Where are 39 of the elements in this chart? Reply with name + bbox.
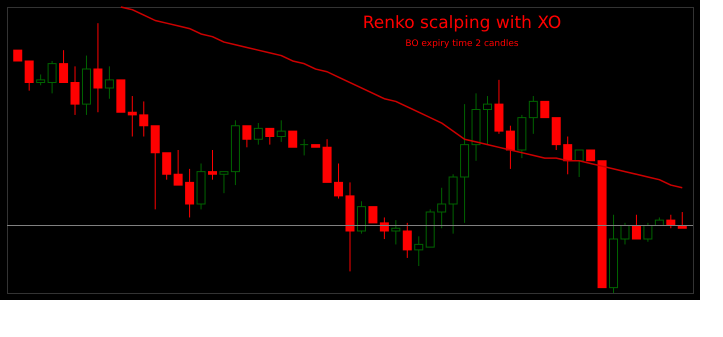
- candlestick: [59, 50, 68, 84]
- candlestick: [620, 222, 630, 245]
- candlestick: [632, 214, 641, 240]
- candlestick: [70, 66, 80, 116]
- chart-title: Renko scalping with XO: [362, 13, 562, 33]
- candlestick: [482, 96, 492, 146]
- candlestick: [574, 150, 584, 178]
- candlestick: [93, 22, 102, 113]
- candlestick: [586, 150, 596, 162]
- candlestick: [334, 162, 344, 200]
- candlestick: [185, 168, 194, 218]
- candlestick: [13, 50, 22, 62]
- candlestick: [48, 60, 57, 94]
- candlestick: [540, 100, 550, 118]
- candlestick: [528, 96, 538, 134]
- candlestick: [104, 66, 114, 100]
- candlestick: [563, 136, 572, 175]
- candlestick: [288, 130, 298, 148]
- candlestick: [402, 222, 412, 258]
- candlestick: [162, 152, 172, 180]
- candlestick: [219, 171, 228, 194]
- candlestick: [414, 236, 424, 267]
- candlestick: [128, 96, 137, 138]
- candlestick: [643, 222, 652, 242]
- candlestick: [242, 125, 252, 148]
- candlestick: [174, 150, 183, 186]
- candlestick: [265, 128, 274, 146]
- candlestick: [391, 220, 400, 245]
- text: BO expiry time 2 candles: [405, 39, 519, 49]
- candlestick: [208, 150, 218, 180]
- candlestick: [506, 125, 515, 170]
- candlestick: [300, 138, 309, 156]
- candlestick: [276, 120, 286, 142]
- candlestick: [254, 122, 263, 146]
- candlestick: [24, 60, 34, 92]
- candlestick: [36, 74, 46, 86]
- candlestick: [368, 206, 378, 224]
- candlestick: [139, 100, 148, 138]
- candlestick: [437, 187, 446, 229]
